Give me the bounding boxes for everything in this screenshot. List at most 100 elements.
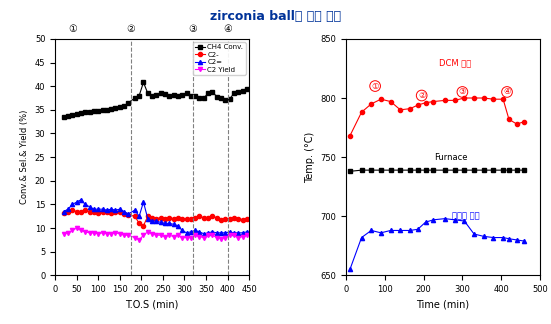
CH4 Conv. bbox=[158, 91, 164, 95]
C2= bbox=[209, 230, 216, 234]
C2 Yield bbox=[179, 236, 186, 239]
C2 Yield bbox=[166, 233, 172, 237]
CH4 Conv. bbox=[87, 110, 93, 114]
C2- bbox=[125, 213, 132, 217]
C2- bbox=[170, 217, 177, 221]
C2= bbox=[179, 228, 186, 232]
C2- bbox=[61, 211, 67, 215]
CH4 Conv. bbox=[144, 91, 151, 95]
C2- bbox=[179, 217, 186, 221]
CH4 Conv. bbox=[175, 94, 181, 98]
C2- bbox=[144, 214, 151, 218]
C2= bbox=[144, 217, 151, 221]
C2- bbox=[205, 216, 212, 220]
C2- bbox=[82, 208, 89, 212]
C2= bbox=[78, 198, 84, 202]
C2- bbox=[161, 217, 168, 221]
C2 Yield bbox=[161, 235, 168, 238]
CH4 Conv. bbox=[61, 115, 67, 119]
CH4 Conv. bbox=[209, 90, 216, 94]
CH4 Conv. bbox=[179, 93, 186, 97]
C2= bbox=[153, 219, 160, 223]
C2- bbox=[121, 212, 127, 216]
C2 Yield bbox=[218, 237, 224, 240]
C2 Yield bbox=[170, 235, 177, 238]
CH4 Conv. bbox=[192, 94, 198, 98]
CH4 Conv. bbox=[78, 111, 84, 115]
C2 Yield bbox=[183, 236, 190, 239]
C2= bbox=[90, 207, 97, 211]
CH4 Conv. bbox=[239, 89, 246, 93]
C2= bbox=[132, 208, 138, 212]
C2= bbox=[136, 214, 143, 218]
C2= bbox=[158, 220, 164, 224]
Y-axis label: Conv.& Sel.& Yield (%): Conv.& Sel.& Yield (%) bbox=[20, 110, 29, 204]
C2 Yield bbox=[149, 232, 155, 236]
CH4 Conv. bbox=[64, 114, 71, 118]
C2 Yield bbox=[90, 231, 97, 235]
C2 Yield bbox=[64, 231, 71, 235]
Text: ①: ① bbox=[68, 24, 77, 34]
C2= bbox=[61, 210, 67, 214]
C2= bbox=[125, 212, 132, 216]
C2= bbox=[205, 231, 212, 235]
C2 Yield bbox=[213, 236, 220, 239]
C2 Yield bbox=[158, 233, 164, 237]
C2- bbox=[64, 210, 71, 214]
C2- bbox=[231, 216, 237, 220]
C2= bbox=[104, 208, 110, 212]
C2 Yield bbox=[201, 236, 207, 239]
C2 Yield bbox=[69, 228, 75, 232]
C2= bbox=[82, 202, 89, 206]
C2- bbox=[213, 216, 220, 220]
X-axis label: T.O.S (min): T.O.S (min) bbox=[126, 300, 179, 310]
C2= bbox=[222, 231, 229, 235]
CH4 Conv. bbox=[226, 97, 233, 101]
CH4 Conv. bbox=[140, 80, 147, 84]
C2= bbox=[201, 232, 207, 236]
Line: C2-: C2- bbox=[62, 208, 249, 228]
C2= bbox=[166, 221, 172, 225]
CH4 Conv. bbox=[132, 96, 138, 100]
C2- bbox=[78, 211, 84, 214]
C2- bbox=[87, 210, 93, 214]
CH4 Conv. bbox=[95, 109, 101, 113]
C2- bbox=[235, 217, 241, 221]
C2 Yield bbox=[226, 233, 233, 237]
C2= bbox=[64, 207, 71, 211]
CH4 Conv. bbox=[90, 109, 97, 113]
C2 Yield bbox=[222, 236, 229, 239]
C2= bbox=[108, 207, 115, 211]
C2 Yield bbox=[125, 233, 132, 237]
C2- bbox=[244, 217, 250, 221]
C2 Yield bbox=[175, 233, 181, 237]
CH4 Conv. bbox=[205, 91, 212, 95]
C2- bbox=[136, 221, 143, 225]
C2= bbox=[239, 231, 246, 235]
C2- bbox=[112, 210, 119, 214]
C2- bbox=[99, 210, 106, 214]
C2 Yield bbox=[61, 232, 67, 236]
C2 Yield bbox=[235, 236, 241, 239]
C2= bbox=[235, 231, 241, 235]
CH4 Conv. bbox=[69, 113, 75, 117]
C2= bbox=[69, 202, 75, 206]
CH4 Conv. bbox=[104, 108, 110, 112]
C2= bbox=[213, 231, 220, 235]
CH4 Conv. bbox=[82, 110, 89, 114]
C2= bbox=[112, 208, 119, 212]
CH4 Conv. bbox=[112, 107, 119, 110]
C2= bbox=[73, 200, 80, 204]
CH4 Conv. bbox=[73, 112, 80, 116]
CH4 Conv. bbox=[153, 93, 160, 97]
C2 Yield bbox=[104, 232, 110, 236]
CH4 Conv. bbox=[121, 104, 127, 108]
C2- bbox=[218, 218, 224, 222]
C2 Yield bbox=[121, 233, 127, 237]
CH4 Conv. bbox=[218, 96, 224, 100]
CH4 Conv. bbox=[161, 92, 168, 96]
C2- bbox=[69, 208, 75, 212]
C2- bbox=[187, 217, 194, 221]
Text: DCM 내부: DCM 내부 bbox=[439, 58, 471, 67]
C2- bbox=[166, 216, 172, 220]
